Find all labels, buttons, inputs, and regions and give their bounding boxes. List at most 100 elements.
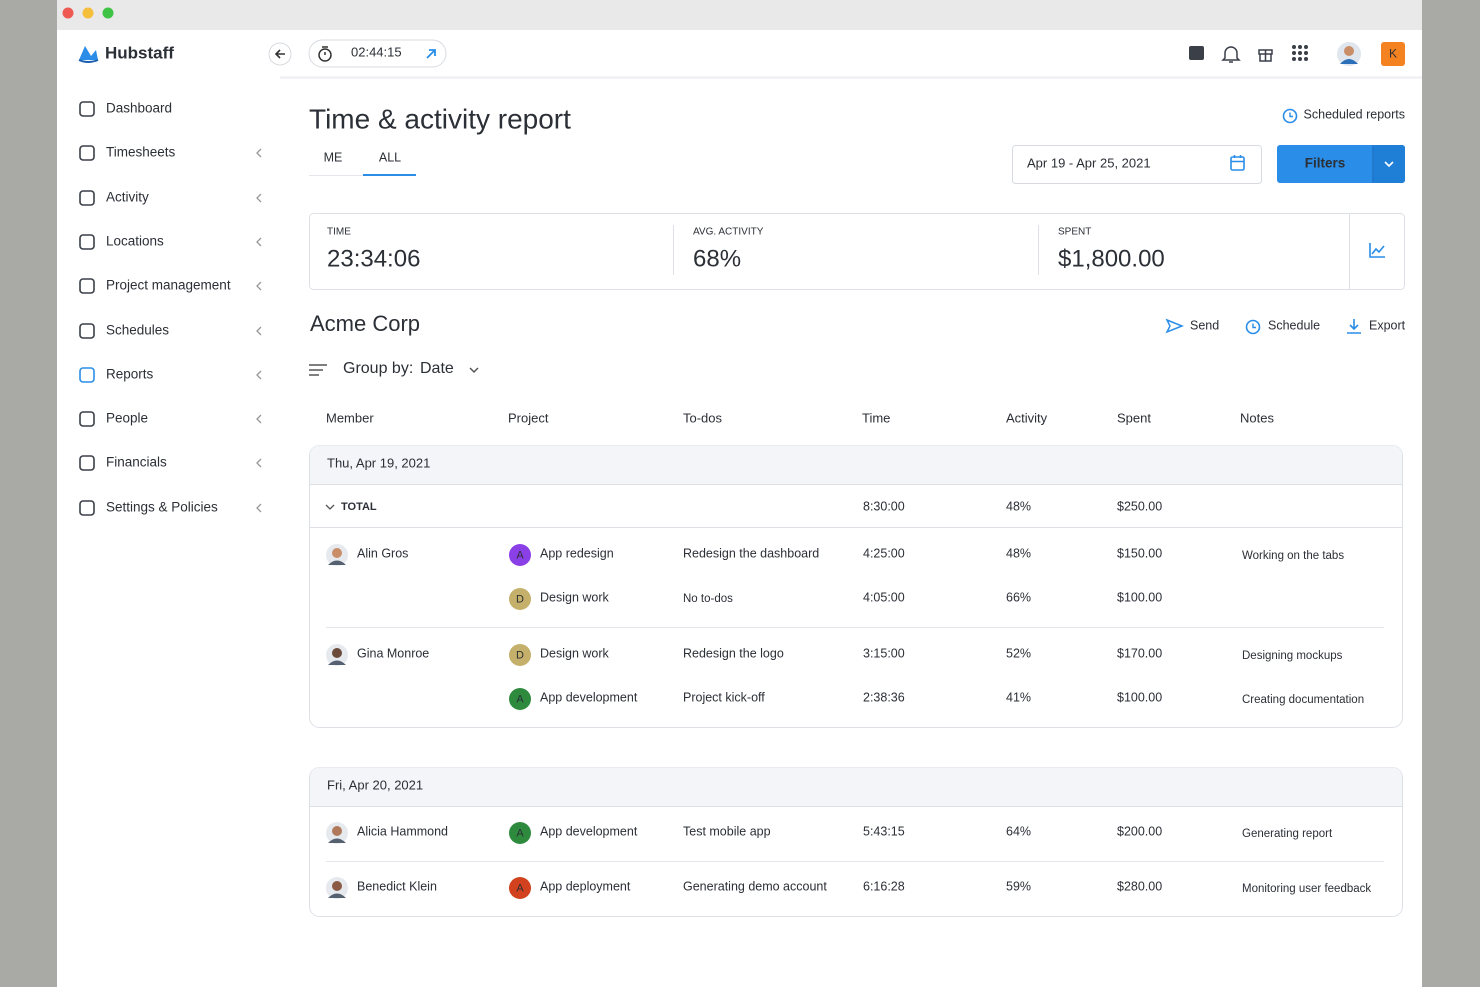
- project-initial: D: [516, 649, 524, 661]
- report-action[interactable]: Export: [1369, 318, 1406, 332]
- entry-notes: Monitoring user feedback: [1242, 883, 1371, 895]
- nav-item[interactable]: People: [106, 411, 148, 426]
- report-action[interactable]: Send: [1190, 318, 1219, 332]
- chart-toggle[interactable]: [1369, 243, 1385, 258]
- member-avatar-body: [328, 560, 346, 565]
- nav-icon: [79, 145, 95, 161]
- group-by-label: Group by:: [343, 360, 413, 377]
- page-title: Time & activity report: [309, 103, 571, 134]
- column-header: Project: [508, 410, 549, 425]
- entry-spent: $170.00: [1117, 646, 1162, 660]
- project-initial: A: [516, 827, 524, 839]
- project-name[interactable]: App deployment: [540, 879, 631, 893]
- entry-time: 6:16:28: [863, 879, 905, 893]
- group-date: Thu, Apr 19, 2021: [327, 455, 430, 470]
- summary-value: 68%: [693, 245, 741, 272]
- entry-spent: $150.00: [1117, 546, 1162, 560]
- nav-icon: [79, 500, 95, 516]
- nav-chevron[interactable]: [256, 370, 262, 380]
- nav-chevron[interactable]: [256, 237, 262, 247]
- bell-icon[interactable]: [1221, 46, 1241, 63]
- nav-item[interactable]: Settings & Policies: [106, 500, 218, 515]
- schedule-hand: [1252, 323, 1256, 329]
- summary-label: AVG. ACTIVITY: [693, 227, 764, 238]
- calendar-icon-detail: [1231, 155, 1244, 163]
- timer-open[interactable]: [426, 49, 436, 59]
- nav-item[interactable]: Project management: [106, 278, 231, 293]
- project-badge: [509, 688, 531, 710]
- entry-activity: 59%: [1006, 879, 1031, 893]
- member-name[interactable]: Benedict Klein: [357, 879, 437, 893]
- close-dot[interactable]: [62, 7, 74, 19]
- nav-item[interactable]: Activity: [106, 190, 149, 205]
- tab[interactable]: ME: [324, 150, 343, 164]
- nav-item[interactable]: Timesheets: [106, 145, 176, 160]
- nav-item[interactable]: Locations: [106, 234, 164, 249]
- org-badge[interactable]: [1381, 42, 1405, 66]
- group-by-chevron[interactable]: [469, 367, 479, 374]
- column-header: To-dos: [683, 410, 723, 425]
- scheduled-reports-link[interactable]: Scheduled reports: [1304, 107, 1405, 121]
- group-date: Fri, Apr 20, 2021: [327, 777, 423, 792]
- project-initial: A: [516, 549, 524, 561]
- member-avatar-body: [328, 660, 346, 665]
- project-name[interactable]: Design work: [540, 646, 610, 660]
- member-name[interactable]: Alin Gros: [357, 546, 408, 560]
- todo: Redesign the dashboard: [683, 546, 819, 560]
- column-header: Time: [862, 410, 890, 425]
- brand: Hubstaff: [105, 43, 174, 62]
- nav-chevron[interactable]: [256, 414, 262, 424]
- apps-icon[interactable]: [1292, 45, 1308, 61]
- nav-chevron[interactable]: [256, 193, 262, 203]
- nav-icon: [79, 367, 95, 383]
- nav-chevron[interactable]: [256, 326, 262, 336]
- nav-item[interactable]: Financials: [106, 455, 167, 470]
- nav-chevron[interactable]: [256, 458, 262, 468]
- filters-dropdown[interactable]: [1373, 145, 1406, 183]
- column-header: Member: [326, 410, 374, 425]
- project-name[interactable]: App redesign: [540, 546, 614, 560]
- summary-value: 23:34:06: [327, 245, 420, 272]
- group-by-value[interactable]: Date: [420, 360, 454, 377]
- entry-activity: 48%: [1006, 546, 1031, 560]
- nav-chevron[interactable]: [256, 148, 262, 158]
- total-chevron[interactable]: [325, 504, 335, 510]
- timer-pill[interactable]: [308, 39, 447, 68]
- entry-activity: 41%: [1006, 690, 1031, 704]
- total-label: TOTAL: [341, 501, 377, 513]
- org-initial: K: [1389, 47, 1397, 61]
- entry-time: 3:15:00: [863, 646, 905, 660]
- nav-chevron[interactable]: [256, 281, 262, 291]
- member-name[interactable]: Alicia Hammond: [357, 824, 448, 838]
- nav-icon: [79, 101, 95, 117]
- nav-item[interactable]: Reports: [106, 367, 154, 382]
- nav-icon: [79, 411, 95, 427]
- entry-time: 5:43:15: [863, 824, 905, 838]
- stopwatch-hand: [322, 46, 328, 55]
- date-group-header: [310, 445, 1402, 484]
- entry-spent: $280.00: [1117, 879, 1162, 893]
- report-action[interactable]: Schedule: [1268, 318, 1320, 332]
- collapse-arrow: [274, 49, 285, 59]
- nav-item[interactable]: Schedules: [106, 323, 169, 338]
- clock-hand: [1289, 112, 1293, 118]
- tab[interactable]: ALL: [379, 150, 401, 164]
- member-name[interactable]: Gina Monroe: [357, 646, 429, 660]
- entry-notes: Working on the tabs: [1242, 550, 1344, 562]
- entry-time: 2:38:36: [863, 690, 905, 704]
- gift-icon[interactable]: [1258, 49, 1273, 62]
- project-name[interactable]: App development: [540, 690, 638, 704]
- project-name[interactable]: App development: [540, 824, 638, 838]
- date-picker[interactable]: [1012, 145, 1262, 184]
- zoom-dot[interactable]: [102, 7, 114, 19]
- nav-item[interactable]: Dashboard: [106, 101, 172, 116]
- summary-card: [309, 213, 1405, 290]
- help-icon[interactable]: [1189, 46, 1204, 60]
- minimize-dot[interactable]: [82, 7, 94, 19]
- date-group-header: [310, 767, 1402, 806]
- nav-chevron[interactable]: [256, 503, 262, 513]
- project-initial: A: [516, 882, 524, 894]
- window-titlebar: [57, 0, 1422, 30]
- project-name[interactable]: Design work: [540, 590, 610, 604]
